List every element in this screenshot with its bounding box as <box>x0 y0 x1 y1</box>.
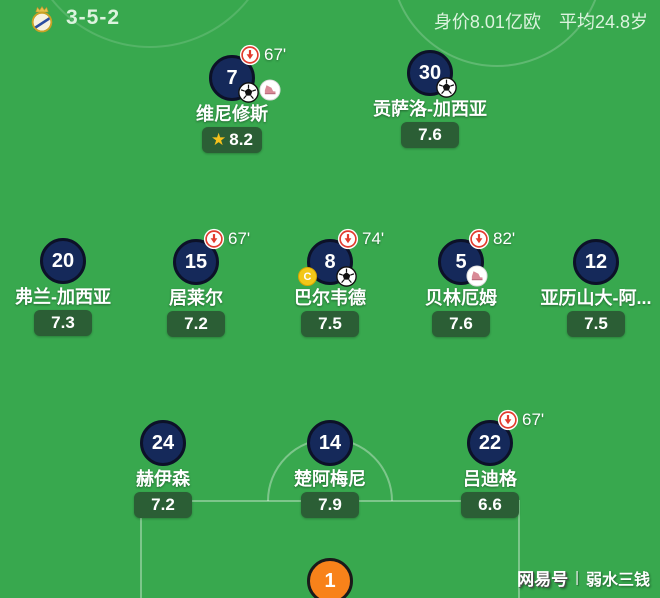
player-12[interactable]: 12 <box>496 239 660 337</box>
squad-value-label: 身价8.01亿欧 <box>433 12 541 32</box>
sub-off-icon <box>239 44 261 66</box>
player-rating-value: 7.2 <box>151 495 175 514</box>
player-number-circle[interactable]: 1 <box>307 558 353 598</box>
player-rating-value: 7.2 <box>184 314 208 333</box>
watermark-platform: 网易号 <box>517 570 569 589</box>
best-player-star-icon: ★ <box>211 130 227 149</box>
player-name: 巴尔韦德 <box>294 288 366 308</box>
goal-ball-icon <box>336 266 357 287</box>
player-rating-value: 7.5 <box>584 314 608 333</box>
player-rating-badge: 7.5 <box>567 311 625 337</box>
player-number: 1 <box>324 569 336 592</box>
player-5[interactable]: 5 82' <box>361 228 561 337</box>
player-20[interactable]: 20 <box>0 238 163 336</box>
player-rating-badge: 6.6 <box>461 492 519 518</box>
player-rating-badge: 7.3 <box>34 310 92 336</box>
player-number: 5 <box>455 250 467 273</box>
player-24[interactable]: 24 <box>63 420 263 518</box>
header: 3-5-2 身价8.01亿欧 平均24.8岁 <box>0 0 660 36</box>
player-rating-badge: 7.5 <box>301 311 359 337</box>
player-rating-badge: 7.2 <box>134 492 192 518</box>
player-rating-value: 6.6 <box>478 495 502 514</box>
player-number-circle[interactable]: 24 <box>140 420 186 466</box>
player-15[interactable]: 15 67' <box>96 228 296 337</box>
player-number: 14 <box>318 431 342 454</box>
player-name: 弗兰-加西亚 <box>15 287 111 307</box>
player-rating-value: 7.3 <box>51 313 75 332</box>
player-rating-value: 7.6 <box>418 125 442 144</box>
player-number: 8 <box>324 250 336 273</box>
player-number: 24 <box>151 431 175 454</box>
average-age-label: 平均24.8岁 <box>558 12 648 32</box>
player-1[interactable]: 1 <box>230 558 430 598</box>
player-number: 7 <box>226 66 238 89</box>
player-number: 12 <box>584 250 608 273</box>
player-14[interactable]: 14 <box>230 420 430 518</box>
player-number: 15 <box>184 250 208 273</box>
player-number: 30 <box>418 61 442 84</box>
player-name: 楚阿梅尼 <box>294 469 366 489</box>
sub-minute-label: 67' <box>522 410 545 429</box>
sub-minute-label: 82' <box>493 229 516 248</box>
goal-ball-icon <box>238 82 259 103</box>
player-rating-badge: ★ 8.2 <box>202 127 262 153</box>
player-name: 贡萨洛-加西亚 <box>373 99 487 119</box>
player-name: 亚历山大-阿... <box>540 288 652 308</box>
real-madrid-crest-icon <box>31 5 53 33</box>
player-30[interactable]: 30 <box>330 50 530 148</box>
player-number: 22 <box>478 431 502 454</box>
player-rating-badge: 7.9 <box>301 492 359 518</box>
player-rating-badge: 7.6 <box>432 311 490 337</box>
sub-off-icon <box>203 228 225 250</box>
sub-off-icon <box>497 409 519 431</box>
watermark-separator: | <box>575 569 579 586</box>
player-number: 20 <box>51 249 75 272</box>
assist-boot-icon <box>466 265 488 287</box>
player-8[interactable]: 8 74' C <box>230 228 430 337</box>
player-name: 吕迪格 <box>463 469 517 489</box>
player-rating-badge: 7.6 <box>401 122 459 148</box>
player-rating-value: 7.6 <box>449 314 473 333</box>
goal-ball-icon <box>436 77 457 98</box>
player-number-circle[interactable]: 14 <box>307 420 353 466</box>
player-name: 维尼修斯 <box>196 104 268 124</box>
player-number-circle[interactable]: 20 <box>40 238 86 284</box>
assist-boot-icon <box>259 79 281 101</box>
player-number-circle[interactable]: 12 <box>573 239 619 285</box>
player-rating-value: 8.2 <box>229 130 253 149</box>
sub-off-icon <box>337 228 359 250</box>
watermark-author: 弱水三钱 <box>585 571 650 589</box>
player-name: 赫伊森 <box>136 469 190 489</box>
formation-label: 3-5-2 <box>66 6 121 29</box>
player-name: 居莱尔 <box>169 288 223 308</box>
player-7[interactable]: 7 67' <box>132 44 332 153</box>
player-rating-value: 7.9 <box>318 495 342 514</box>
player-22[interactable]: 22 67' <box>390 409 590 518</box>
watermark: 网易号 | 弱水三钱 <box>517 565 650 590</box>
player-rating-badge: 7.2 <box>167 311 225 337</box>
sub-minute-label: 74' <box>362 229 385 248</box>
sub-minute-label: 67' <box>264 45 287 64</box>
sub-off-icon <box>468 228 490 250</box>
sub-minute-label: 67' <box>228 229 251 248</box>
captain-badge: C <box>298 267 317 286</box>
player-name: 贝林厄姆 <box>425 288 497 308</box>
player-rating-value: 7.5 <box>318 314 342 333</box>
